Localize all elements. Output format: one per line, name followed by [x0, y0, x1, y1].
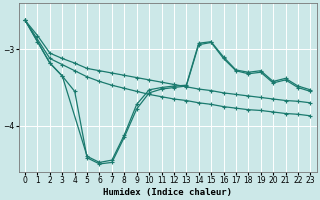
X-axis label: Humidex (Indice chaleur): Humidex (Indice chaleur): [103, 188, 232, 197]
